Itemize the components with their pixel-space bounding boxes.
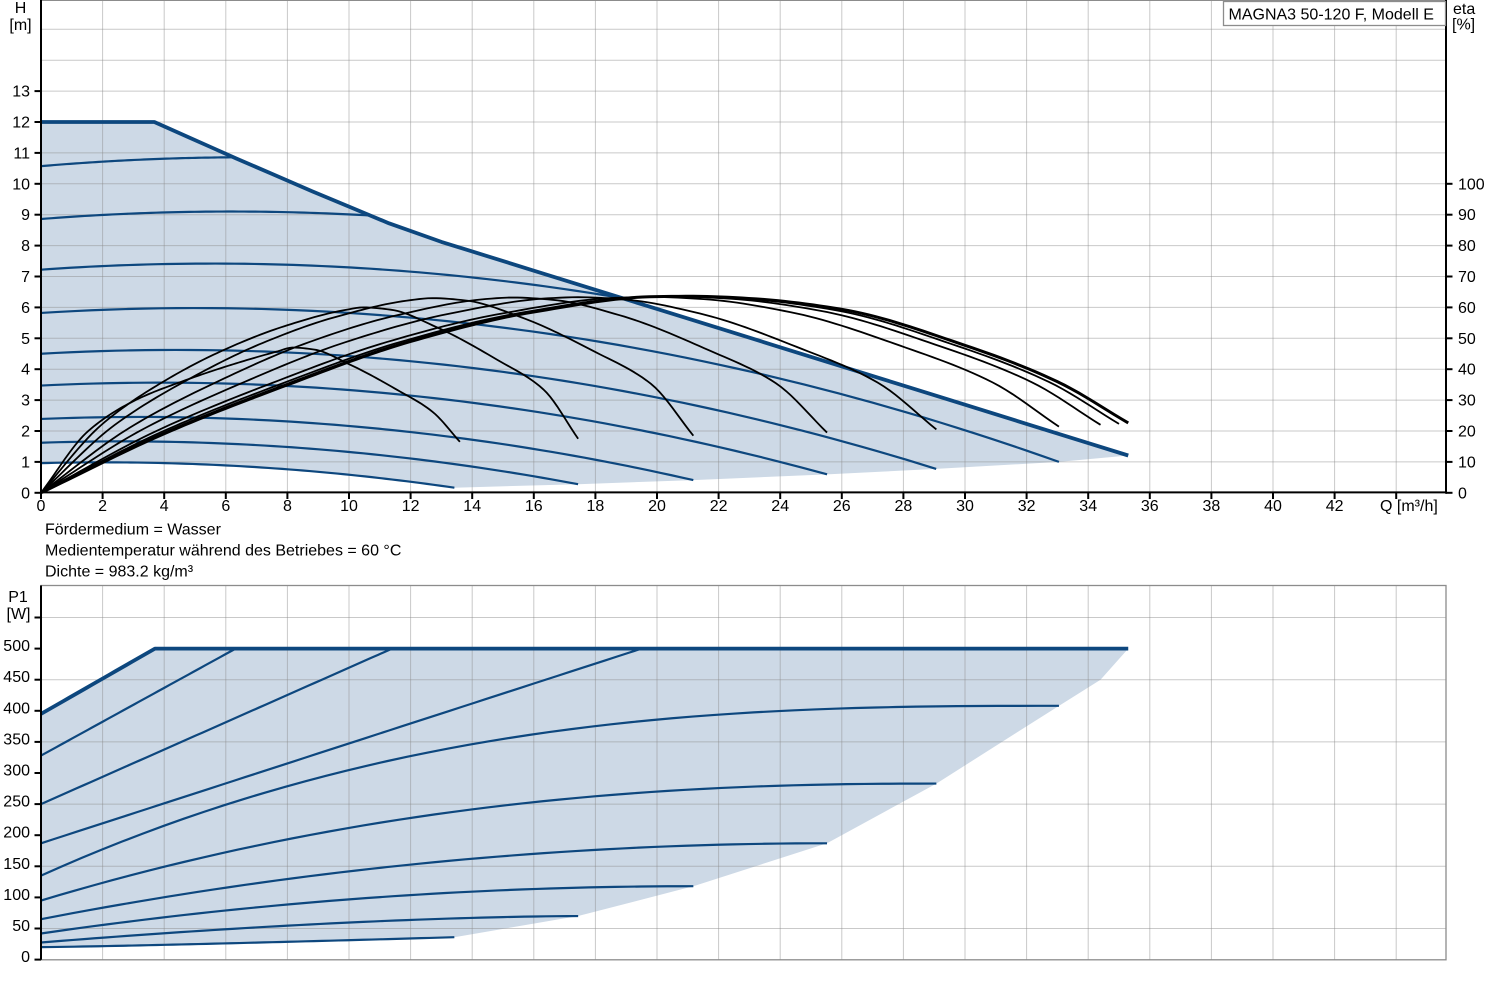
svg-text:200: 200 <box>3 825 30 842</box>
svg-text:1: 1 <box>21 454 30 471</box>
svg-text:32: 32 <box>1018 498 1036 515</box>
svg-text:4: 4 <box>21 362 30 379</box>
svg-text:14: 14 <box>463 498 481 515</box>
svg-text:500: 500 <box>3 638 30 655</box>
svg-text:20: 20 <box>648 498 666 515</box>
svg-text:11: 11 <box>13 145 30 162</box>
svg-text:20: 20 <box>1458 424 1476 441</box>
svg-text:10: 10 <box>1458 454 1476 471</box>
svg-text:60: 60 <box>1458 300 1476 317</box>
svg-text:24: 24 <box>771 498 789 515</box>
svg-text:28: 28 <box>895 498 913 515</box>
svg-text:Q [m³/h]: Q [m³/h] <box>1380 498 1438 515</box>
svg-text:90: 90 <box>1458 207 1476 224</box>
svg-text:18: 18 <box>587 498 605 515</box>
svg-text:8: 8 <box>283 498 292 515</box>
svg-text:16: 16 <box>525 498 543 515</box>
svg-text:[W]: [W] <box>7 606 31 623</box>
svg-text:eta: eta <box>1453 1 1475 18</box>
svg-text:Fördermedium = Wasser: Fördermedium = Wasser <box>45 522 222 539</box>
svg-text:34: 34 <box>1079 498 1097 515</box>
svg-text:0: 0 <box>21 949 30 966</box>
svg-text:36: 36 <box>1141 498 1159 515</box>
svg-text:100: 100 <box>1458 176 1485 193</box>
svg-text:2: 2 <box>21 424 30 441</box>
svg-text:H: H <box>15 0 27 17</box>
svg-text:P1: P1 <box>8 589 28 606</box>
svg-text:[%]: [%] <box>1452 17 1475 34</box>
svg-text:400: 400 <box>3 700 30 717</box>
svg-text:13: 13 <box>12 84 30 101</box>
svg-text:7: 7 <box>21 269 30 286</box>
svg-text:80: 80 <box>1458 238 1476 255</box>
svg-text:9: 9 <box>21 207 30 224</box>
svg-text:[m]: [m] <box>9 17 31 34</box>
svg-text:50: 50 <box>12 918 30 935</box>
svg-text:Dichte = 983.2 kg/m³: Dichte = 983.2 kg/m³ <box>45 564 194 581</box>
svg-text:3: 3 <box>21 393 30 410</box>
svg-text:250: 250 <box>3 794 30 811</box>
svg-text:12: 12 <box>402 498 420 515</box>
svg-text:26: 26 <box>833 498 851 515</box>
svg-text:4: 4 <box>160 498 169 515</box>
svg-text:MAGNA3 50-120 F, Modell E: MAGNA3 50-120 F, Modell E <box>1229 7 1434 24</box>
svg-text:100: 100 <box>3 887 30 904</box>
svg-text:6: 6 <box>21 300 30 317</box>
svg-text:2: 2 <box>98 498 107 515</box>
svg-text:150: 150 <box>3 856 30 873</box>
svg-text:40: 40 <box>1264 498 1282 515</box>
svg-text:300: 300 <box>3 763 30 780</box>
svg-text:10: 10 <box>340 498 358 515</box>
svg-text:70: 70 <box>1458 269 1476 286</box>
svg-text:0: 0 <box>1458 485 1467 502</box>
svg-text:Medientemperatur während des B: Medientemperatur während des Betriebes =… <box>45 543 401 560</box>
svg-text:5: 5 <box>21 331 30 348</box>
svg-text:38: 38 <box>1203 498 1221 515</box>
svg-text:30: 30 <box>1458 393 1476 410</box>
svg-text:0: 0 <box>21 485 30 502</box>
svg-text:40: 40 <box>1458 362 1476 379</box>
svg-text:0: 0 <box>37 498 46 515</box>
svg-text:350: 350 <box>3 731 30 748</box>
svg-text:6: 6 <box>221 498 230 515</box>
svg-text:8: 8 <box>21 238 30 255</box>
svg-text:42: 42 <box>1326 498 1344 515</box>
svg-text:12: 12 <box>12 115 30 132</box>
svg-text:450: 450 <box>3 669 30 686</box>
svg-text:22: 22 <box>710 498 728 515</box>
svg-text:30: 30 <box>956 498 974 515</box>
svg-text:50: 50 <box>1458 331 1476 348</box>
svg-text:10: 10 <box>12 176 30 193</box>
